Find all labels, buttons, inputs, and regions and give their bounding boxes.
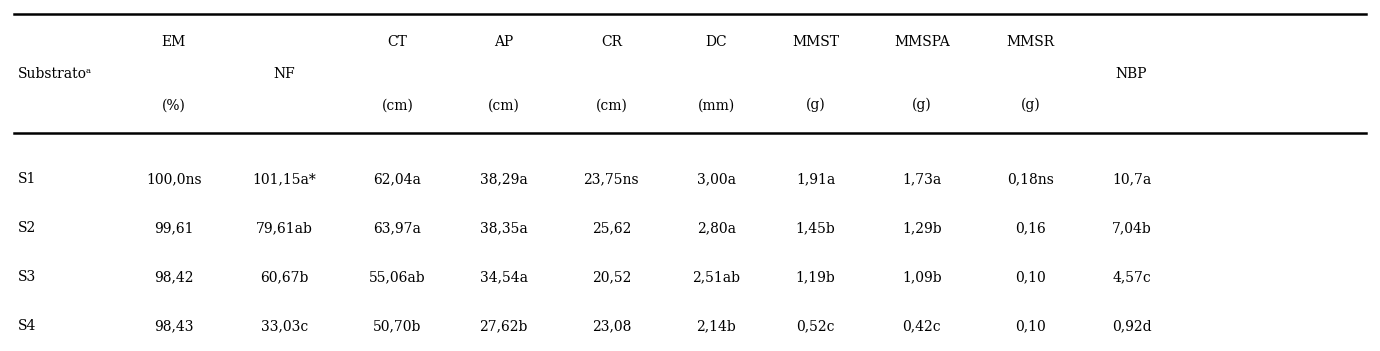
Text: 4,57c: 4,57c — [1112, 270, 1151, 284]
Text: NBP: NBP — [1116, 67, 1147, 81]
Text: 99,61: 99,61 — [155, 221, 193, 235]
Text: 1,45b: 1,45b — [796, 221, 835, 235]
Text: 34,54a: 34,54a — [480, 270, 527, 284]
Text: (cm): (cm) — [381, 98, 414, 112]
Text: 3,00a: 3,00a — [697, 172, 736, 186]
Text: 2,14b: 2,14b — [697, 319, 736, 333]
Text: DC: DC — [705, 35, 727, 49]
Text: (cm): (cm) — [595, 98, 628, 112]
Text: EM: EM — [161, 35, 186, 49]
Text: 79,61ab: 79,61ab — [255, 221, 313, 235]
Text: 0,16: 0,16 — [1016, 221, 1046, 235]
Text: 60,67b: 60,67b — [259, 270, 309, 284]
Text: 1,09b: 1,09b — [903, 270, 941, 284]
Text: 1,29b: 1,29b — [903, 221, 941, 235]
Text: 0,10: 0,10 — [1016, 319, 1046, 333]
Text: 0,18ns: 0,18ns — [1007, 172, 1054, 186]
Text: MMSR: MMSR — [1007, 35, 1054, 49]
Text: 7,04b: 7,04b — [1112, 221, 1151, 235]
Text: 23,75ns: 23,75ns — [584, 172, 639, 186]
Text: 1,73a: 1,73a — [903, 172, 941, 186]
Text: 100,0ns: 100,0ns — [146, 172, 201, 186]
Text: 98,43: 98,43 — [155, 319, 193, 333]
Text: 98,42: 98,42 — [155, 270, 193, 284]
Text: 27,62b: 27,62b — [479, 319, 529, 333]
Text: (g): (g) — [912, 98, 932, 112]
Text: 20,52: 20,52 — [592, 270, 631, 284]
Text: 23,08: 23,08 — [592, 319, 631, 333]
Text: 38,29a: 38,29a — [480, 172, 527, 186]
Text: MMSPA: MMSPA — [894, 35, 949, 49]
Text: 0,52c: 0,52c — [796, 319, 835, 333]
Text: 0,92d: 0,92d — [1112, 319, 1151, 333]
Text: (g): (g) — [1021, 98, 1041, 112]
Text: 2,80a: 2,80a — [697, 221, 736, 235]
Text: Substratoᵃ: Substratoᵃ — [18, 67, 92, 81]
Text: CT: CT — [388, 35, 407, 49]
Text: 0,42c: 0,42c — [903, 319, 941, 333]
Text: NF: NF — [273, 67, 295, 81]
Text: CR: CR — [600, 35, 622, 49]
Text: S3: S3 — [18, 270, 36, 284]
Text: S4: S4 — [18, 319, 36, 333]
Text: 1,19b: 1,19b — [796, 270, 835, 284]
Text: (g): (g) — [806, 98, 825, 112]
Text: 101,15a*: 101,15a* — [253, 172, 316, 186]
Text: (%): (%) — [161, 98, 186, 112]
Text: 1,91a: 1,91a — [796, 172, 835, 186]
Text: 2,51ab: 2,51ab — [693, 270, 740, 284]
Text: S2: S2 — [18, 221, 36, 235]
Text: MMST: MMST — [792, 35, 839, 49]
Text: 25,62: 25,62 — [592, 221, 631, 235]
Text: 55,06ab: 55,06ab — [368, 270, 426, 284]
Text: 63,97a: 63,97a — [374, 221, 421, 235]
Text: 0,10: 0,10 — [1016, 270, 1046, 284]
Text: 38,35a: 38,35a — [480, 221, 527, 235]
Text: 10,7a: 10,7a — [1112, 172, 1151, 186]
Text: (cm): (cm) — [487, 98, 520, 112]
Text: AP: AP — [494, 35, 513, 49]
Text: 50,70b: 50,70b — [373, 319, 422, 333]
Text: 33,03c: 33,03c — [261, 319, 308, 333]
Text: (mm): (mm) — [698, 98, 734, 112]
Text: S1: S1 — [18, 172, 36, 186]
Text: 62,04a: 62,04a — [374, 172, 421, 186]
